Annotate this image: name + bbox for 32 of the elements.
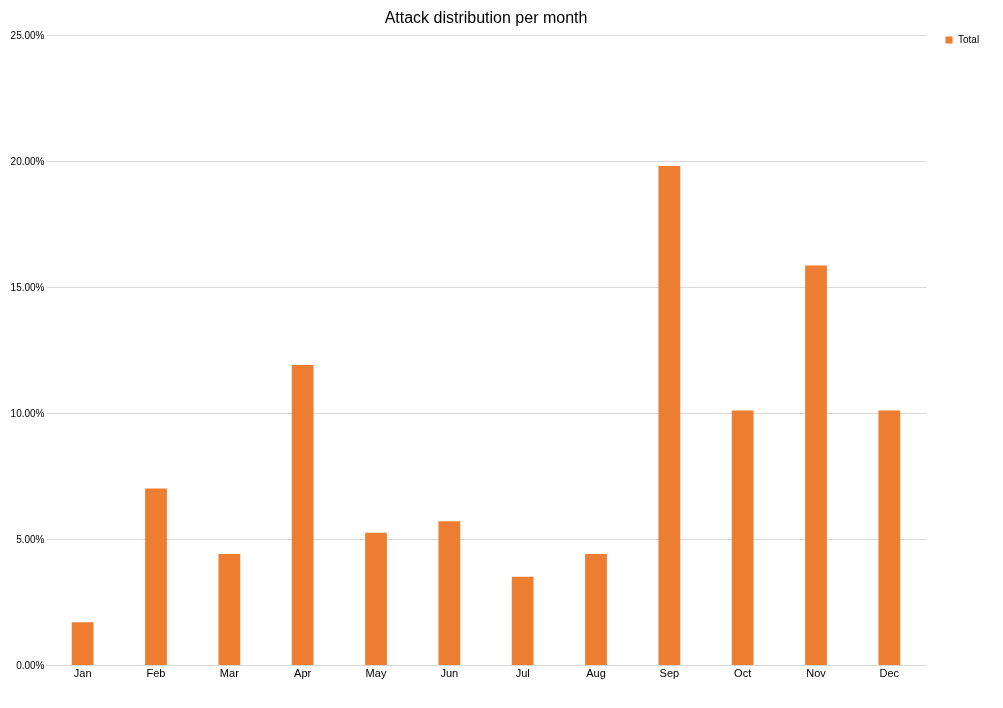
bar	[585, 554, 607, 665]
x-tick-label: Jun	[440, 666, 459, 679]
legend-label: Total	[958, 34, 980, 45]
x-tick-label: May	[365, 666, 387, 679]
bar	[805, 265, 827, 665]
x-tick-label: Jan	[73, 666, 92, 679]
x-tick-label: Apr	[294, 666, 312, 679]
x-tick-label: Sep	[659, 666, 680, 679]
bar	[71, 622, 94, 665]
x-tick-label: Feb	[146, 666, 166, 679]
bar	[438, 521, 461, 665]
y-tick-label: 20.00%	[10, 155, 45, 167]
bar	[878, 410, 901, 665]
x-tick-label: Nov	[806, 666, 827, 679]
bar	[731, 410, 754, 665]
bar	[145, 488, 167, 665]
bar	[365, 532, 387, 665]
bar	[511, 576, 534, 665]
x-tick-label: Aug	[586, 666, 606, 679]
y-tick-label: 0.00%	[16, 659, 45, 671]
y-tick-label: 5.00%	[16, 533, 45, 545]
x-tick-label: Jul	[515, 666, 530, 679]
x-tick-label: Oct	[734, 666, 752, 679]
x-tick-label: Dec	[879, 666, 900, 679]
bar	[658, 166, 681, 665]
y-tick-label: 25.00%	[10, 29, 45, 41]
y-tick-label: 10.00%	[10, 407, 45, 419]
chart-title: Attack distribution per month	[384, 9, 588, 26]
bar	[218, 554, 241, 665]
x-tick-label: Mar	[219, 666, 240, 679]
y-tick-label: 15.00%	[10, 281, 45, 293]
bar	[291, 365, 314, 665]
